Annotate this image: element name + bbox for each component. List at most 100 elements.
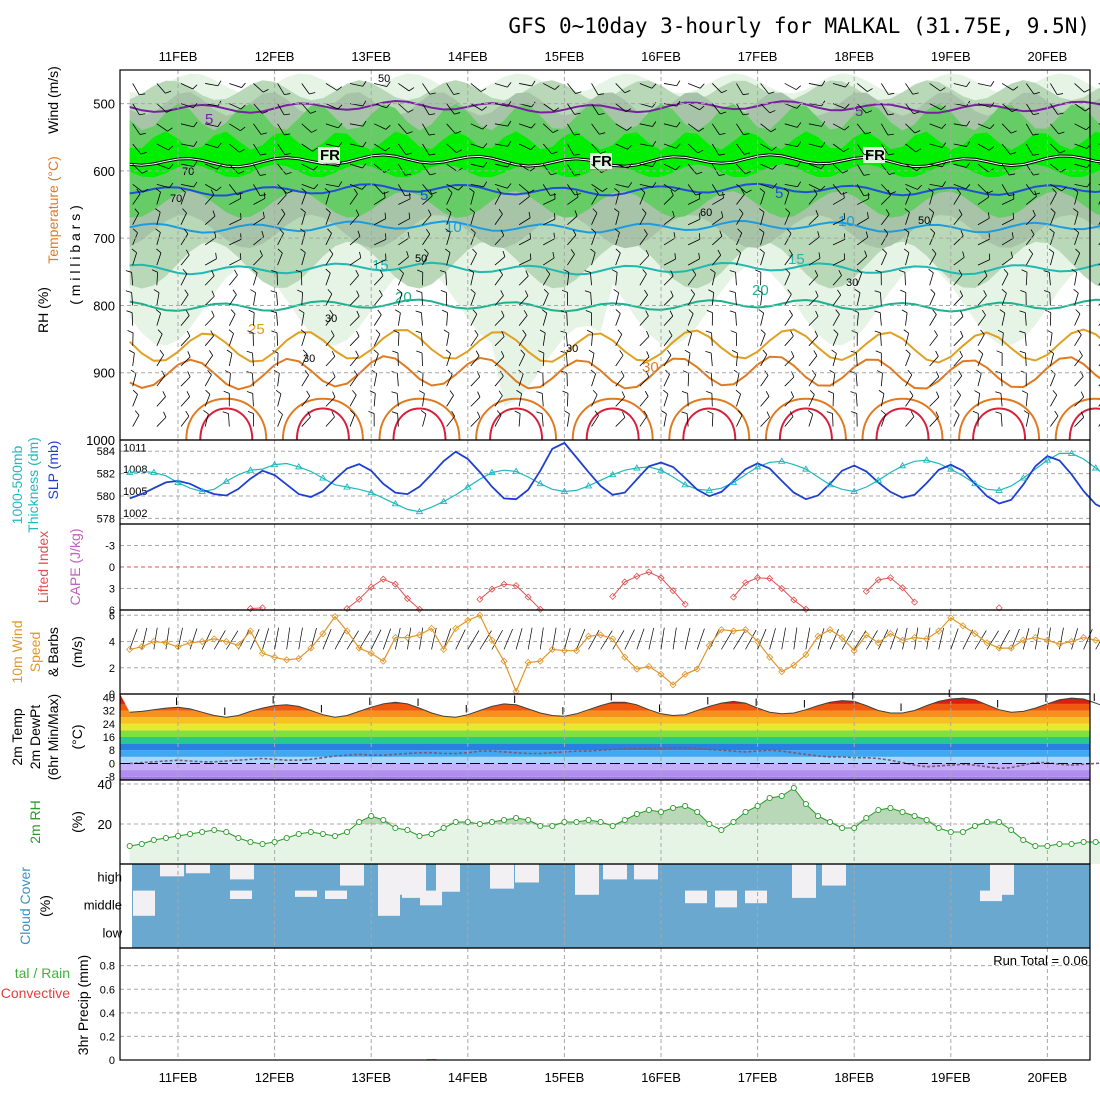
wind-speed-point xyxy=(995,644,1003,652)
wind-barb xyxy=(349,163,363,169)
wind-barb-feather xyxy=(888,92,895,95)
wind-barb xyxy=(132,232,138,246)
wind-barb xyxy=(541,393,544,407)
wind-barb-feather xyxy=(1043,270,1050,273)
wind-speed-point xyxy=(186,639,194,647)
wind-barb-feather xyxy=(186,391,191,397)
wind-barb xyxy=(204,275,215,286)
wind-barb-feather xyxy=(406,251,409,258)
wind-barb-feather xyxy=(797,161,802,167)
wind-barb-feather xyxy=(309,92,316,95)
wind-barb xyxy=(189,628,198,650)
wind-speed-point xyxy=(923,635,931,643)
wind-barb xyxy=(204,237,217,246)
wind-barb xyxy=(832,353,837,367)
wind-barb-feather xyxy=(941,142,947,148)
wind-barb xyxy=(591,103,599,115)
wind-barb xyxy=(446,416,455,427)
wind-barb xyxy=(1074,183,1088,188)
wind-barb-feather xyxy=(1019,350,1026,354)
wind-barb-feather xyxy=(239,148,245,153)
wind-barb xyxy=(929,293,936,306)
wind-barb xyxy=(977,373,982,387)
rh-point xyxy=(790,784,797,792)
wind-barb xyxy=(503,628,513,650)
wind-barb-feather xyxy=(186,330,191,337)
wind10-unit-label: (m/s) xyxy=(69,636,85,668)
temp-max-marker: I xyxy=(900,702,903,714)
isotherm-line xyxy=(129,219,1100,234)
wind-barb-feather xyxy=(1072,188,1079,193)
wind-barb xyxy=(422,123,430,136)
rh-point xyxy=(657,808,665,816)
thickness-point xyxy=(777,457,786,464)
wind-barb-feather xyxy=(217,80,222,86)
lifted-index-point xyxy=(898,584,907,592)
wind-barb-feather xyxy=(259,194,267,196)
wind-barb-feather xyxy=(1057,112,1064,115)
wind-barb xyxy=(760,354,768,367)
lifted-index-point xyxy=(790,596,798,604)
wind-barb xyxy=(325,83,338,91)
lifted-index-point xyxy=(512,582,520,590)
wind-barb-feather xyxy=(796,122,802,128)
wind-barb-feather xyxy=(910,411,915,417)
wind-barb xyxy=(519,83,532,87)
wind-barb xyxy=(431,627,437,650)
wind-barb xyxy=(262,628,270,650)
wind-speed-point xyxy=(959,622,967,630)
wind-barb xyxy=(322,628,332,650)
wind-barb xyxy=(998,629,1010,650)
wind-barb xyxy=(784,294,792,306)
wind-barb-feather xyxy=(310,110,317,114)
wind-barb-feather xyxy=(362,163,367,169)
cloud-block-high xyxy=(792,864,816,898)
wind-barb-feather xyxy=(771,146,777,151)
temp-max-marker: I xyxy=(223,706,226,718)
wind-barb xyxy=(1001,123,1012,134)
wind-barb xyxy=(301,183,315,190)
wind-barb xyxy=(663,123,677,128)
lifted-index-point xyxy=(367,583,375,591)
wind10-axis-label: 10m Wind xyxy=(9,620,25,683)
wind-barb xyxy=(881,214,890,225)
isotherm-line xyxy=(129,328,1100,364)
wind-barb xyxy=(591,332,593,346)
wind-speed-point xyxy=(1043,636,1051,644)
wind-barb xyxy=(1025,215,1036,226)
wind-barb xyxy=(542,123,554,133)
thickness-point xyxy=(874,476,883,483)
wind-barb xyxy=(760,143,773,151)
wind-barb xyxy=(446,143,457,153)
wind-barb-feather xyxy=(338,161,343,167)
wind-barb xyxy=(301,354,308,367)
wind-barb xyxy=(696,628,705,650)
wind-barb xyxy=(977,275,988,286)
wind-barb-feather xyxy=(166,109,173,113)
wind-barb xyxy=(929,212,935,225)
wind-barb-feather xyxy=(408,212,411,219)
cloud-block-mid xyxy=(325,890,347,899)
wind-barb xyxy=(470,355,480,367)
wind-barb-feather xyxy=(795,85,802,90)
wind-barb-feather xyxy=(854,289,861,294)
wind-barb xyxy=(808,143,822,148)
wind-barb xyxy=(1074,103,1086,112)
wind-barb xyxy=(470,212,475,225)
wind-barb xyxy=(784,396,794,407)
rh-point xyxy=(923,816,930,824)
wind-speed-point xyxy=(681,670,689,678)
wind-barb-feather xyxy=(1079,350,1083,356)
wind-barb xyxy=(518,123,532,129)
wind-barb-feather xyxy=(405,152,412,155)
wind-barb xyxy=(129,628,138,650)
wind-barb xyxy=(736,83,744,95)
lifted-index-point xyxy=(621,578,629,586)
wind-barb xyxy=(687,373,690,387)
wind-barb-feather xyxy=(729,270,736,273)
contour-label: 15 xyxy=(788,251,805,268)
wind-barb-feather xyxy=(1085,107,1091,112)
wind-barb xyxy=(422,214,432,225)
wind-barb xyxy=(880,292,882,306)
wind-barb xyxy=(856,123,866,135)
